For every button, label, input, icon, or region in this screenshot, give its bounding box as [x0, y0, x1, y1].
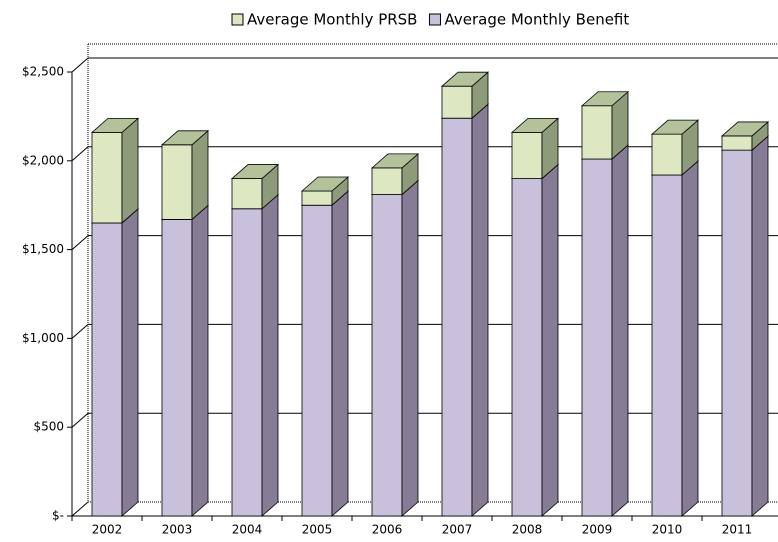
y-tick-label: $2,000 — [22, 153, 64, 167]
bar-segment — [441, 85, 473, 119]
grid-side — [71, 412, 89, 428]
bar-top — [370, 153, 420, 169]
bar-top — [720, 121, 770, 137]
bar-side — [751, 135, 769, 517]
legend-label: Average Monthly PRSB — [247, 11, 417, 29]
bar-side — [611, 144, 629, 517]
bar-side — [401, 179, 419, 517]
bar-segment — [371, 167, 403, 195]
y-tick-label: $1,000 — [22, 331, 64, 345]
bar-top — [160, 130, 210, 146]
bar-side — [121, 117, 139, 224]
x-tick-label: 2009 — [582, 523, 613, 537]
bar-side — [681, 160, 699, 517]
bar-top — [300, 176, 350, 192]
bar-segment — [651, 174, 683, 517]
bar-side — [471, 103, 489, 517]
x-tick-label: 2011 — [722, 523, 753, 537]
y-tick-label: $- — [52, 509, 64, 523]
bar-segment — [91, 131, 123, 224]
bar-top — [440, 71, 490, 87]
legend-label: Average Monthly Benefit — [444, 11, 629, 29]
y-tick-label: $1,500 — [22, 242, 64, 256]
x-tick-label: 2005 — [302, 523, 333, 537]
bar-segment — [721, 149, 753, 517]
bar-segment — [651, 133, 683, 176]
bar-top — [510, 117, 560, 133]
bar-segment — [441, 117, 473, 517]
x-tick-label: 2010 — [652, 523, 683, 537]
x-tick-label: 2003 — [162, 523, 193, 537]
bar-side — [121, 208, 139, 517]
bar-segment — [581, 158, 613, 517]
bar-top — [230, 164, 280, 179]
bar-top — [650, 119, 700, 135]
bar-segment — [161, 219, 193, 517]
legend-swatch — [428, 13, 441, 26]
x-tick-label: 2006 — [372, 523, 403, 537]
y-tick-label: $500 — [33, 420, 64, 434]
floor-side — [71, 501, 89, 517]
grid-side — [71, 235, 89, 250]
bar-segment — [511, 178, 543, 517]
x-tick-label: 2007 — [442, 523, 473, 537]
bar-segment — [721, 135, 753, 151]
bar-segment — [371, 194, 403, 517]
x-tick-label: 2008 — [512, 523, 543, 537]
bar-top — [580, 91, 630, 107]
bar-segment — [301, 204, 333, 517]
bar-segment — [301, 190, 333, 206]
bar-segment — [231, 208, 263, 517]
bar-side — [541, 163, 559, 517]
x-tick-label: 2002 — [92, 523, 123, 537]
bar-segment — [511, 131, 543, 179]
bar-segment — [91, 222, 123, 517]
bar-side — [331, 190, 349, 517]
bar-side — [191, 204, 209, 517]
bar-segment — [231, 178, 263, 210]
bar-segment — [161, 144, 193, 220]
grid-side — [71, 324, 89, 339]
bar-side — [261, 193, 279, 517]
bar-side — [191, 129, 209, 221]
grid-side — [71, 146, 89, 162]
legend-swatch — [231, 13, 244, 26]
grid-side — [71, 57, 89, 73]
y-tick-label: $2,500 — [22, 65, 64, 79]
bar-segment — [581, 105, 613, 160]
bar-top — [90, 117, 140, 133]
x-tick-label: 2004 — [232, 523, 263, 537]
